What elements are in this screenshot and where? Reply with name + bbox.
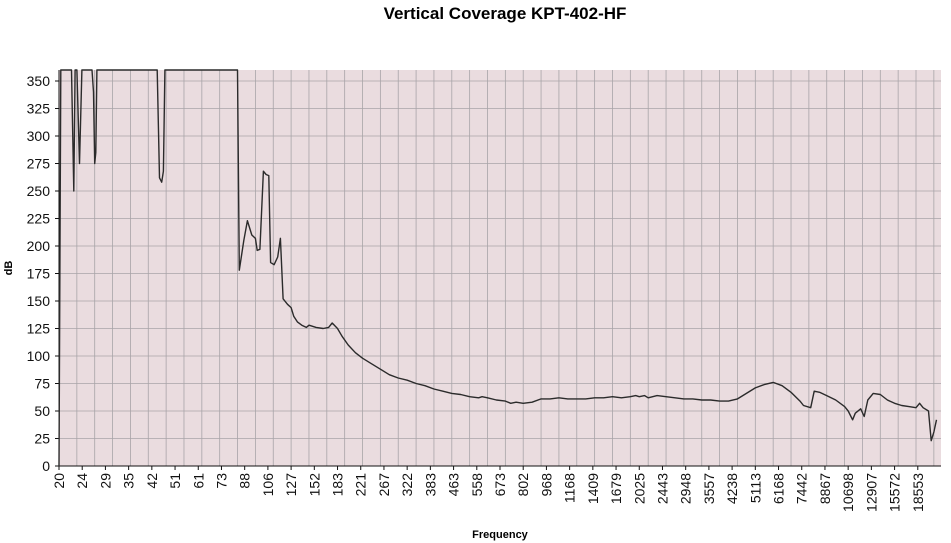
y-tick-label: 125 <box>27 321 51 337</box>
x-tick-label: 1168 <box>562 473 578 503</box>
x-tick-label: 1679 <box>608 473 624 504</box>
x-tick-label: 61 <box>190 473 206 489</box>
y-tick-label: 225 <box>27 211 51 227</box>
x-tick-label: 463 <box>446 473 462 497</box>
x-axis-title: Frequency <box>472 529 529 541</box>
y-tick-label: 175 <box>27 266 51 282</box>
x-tick-label: 2948 <box>678 473 694 504</box>
x-tick-label: 322 <box>399 473 415 497</box>
x-tick-label: 4238 <box>724 473 740 504</box>
x-tick-label: 183 <box>330 473 346 497</box>
x-tick-label: 35 <box>121 473 137 489</box>
y-tick-label: 100 <box>27 348 51 364</box>
x-tick-label: 42 <box>144 473 160 489</box>
x-tick-label: 18553 <box>910 473 926 512</box>
y-axis-ticks: 0 25 50 75 100 125 150 175 200 225 250 275 300 325 350 <box>27 73 59 474</box>
y-tick-label: 75 <box>34 376 50 392</box>
x-tick-label: 968 <box>538 473 554 497</box>
coverage-series-line <box>58 69 938 467</box>
y-tick-label: 25 <box>34 431 50 447</box>
x-tick-label: 10698 <box>840 473 856 512</box>
chart-title: Vertical Coverage KPT-402-HF <box>384 4 627 23</box>
x-tick-label: 6168 <box>771 473 787 504</box>
x-tick-label: 8867 <box>817 473 833 504</box>
x-tick-label: 24 <box>74 473 90 489</box>
x-tick-label: 2443 <box>654 473 670 504</box>
x-tick-label: 12907 <box>863 473 879 512</box>
x-tick-label: 267 <box>376 473 392 497</box>
x-tick-label: 558 <box>469 473 485 497</box>
y-tick-label: 200 <box>27 238 51 254</box>
y-tick-label: 0 <box>42 458 50 474</box>
x-tick-label: 7442 <box>794 473 810 504</box>
x-tick-label: 5113 <box>747 473 763 503</box>
x-tick-label: 2025 <box>631 473 647 504</box>
x-tick-label: 15572 <box>887 473 903 512</box>
x-tick-label: 673 <box>492 473 508 497</box>
x-axis-ticks: 20 24 29 35 42 51 61 73 88 106 127 152 183 221 267 322 3… <box>51 466 926 512</box>
y-tick-label: 350 <box>27 73 51 89</box>
x-tick-label: 20 <box>51 473 67 489</box>
x-tick-label: 29 <box>97 473 113 489</box>
x-tick-label: 3557 <box>701 473 717 504</box>
y-tick-label: 150 <box>27 293 51 309</box>
x-tick-label: 51 <box>167 473 183 489</box>
x-tick-label: 88 <box>237 473 253 489</box>
y-tick-label: 50 <box>34 403 50 419</box>
x-tick-label: 106 <box>260 473 276 497</box>
x-tick-label: 221 <box>353 473 369 497</box>
x-tick-label: 1409 <box>585 473 601 504</box>
horizontal-gridlines <box>59 80 941 467</box>
y-axis-title: dB <box>3 261 15 276</box>
y-tick-label: 300 <box>27 128 51 144</box>
y-tick-label: 275 <box>27 156 51 172</box>
x-tick-label: 152 <box>306 473 322 497</box>
y-tick-label: 250 <box>27 183 51 199</box>
x-tick-label: 383 <box>422 473 438 497</box>
x-tick-label: 73 <box>213 473 229 489</box>
x-tick-label: 802 <box>515 473 531 497</box>
y-tick-label: 325 <box>27 101 51 117</box>
x-tick-label: 127 <box>283 473 299 497</box>
